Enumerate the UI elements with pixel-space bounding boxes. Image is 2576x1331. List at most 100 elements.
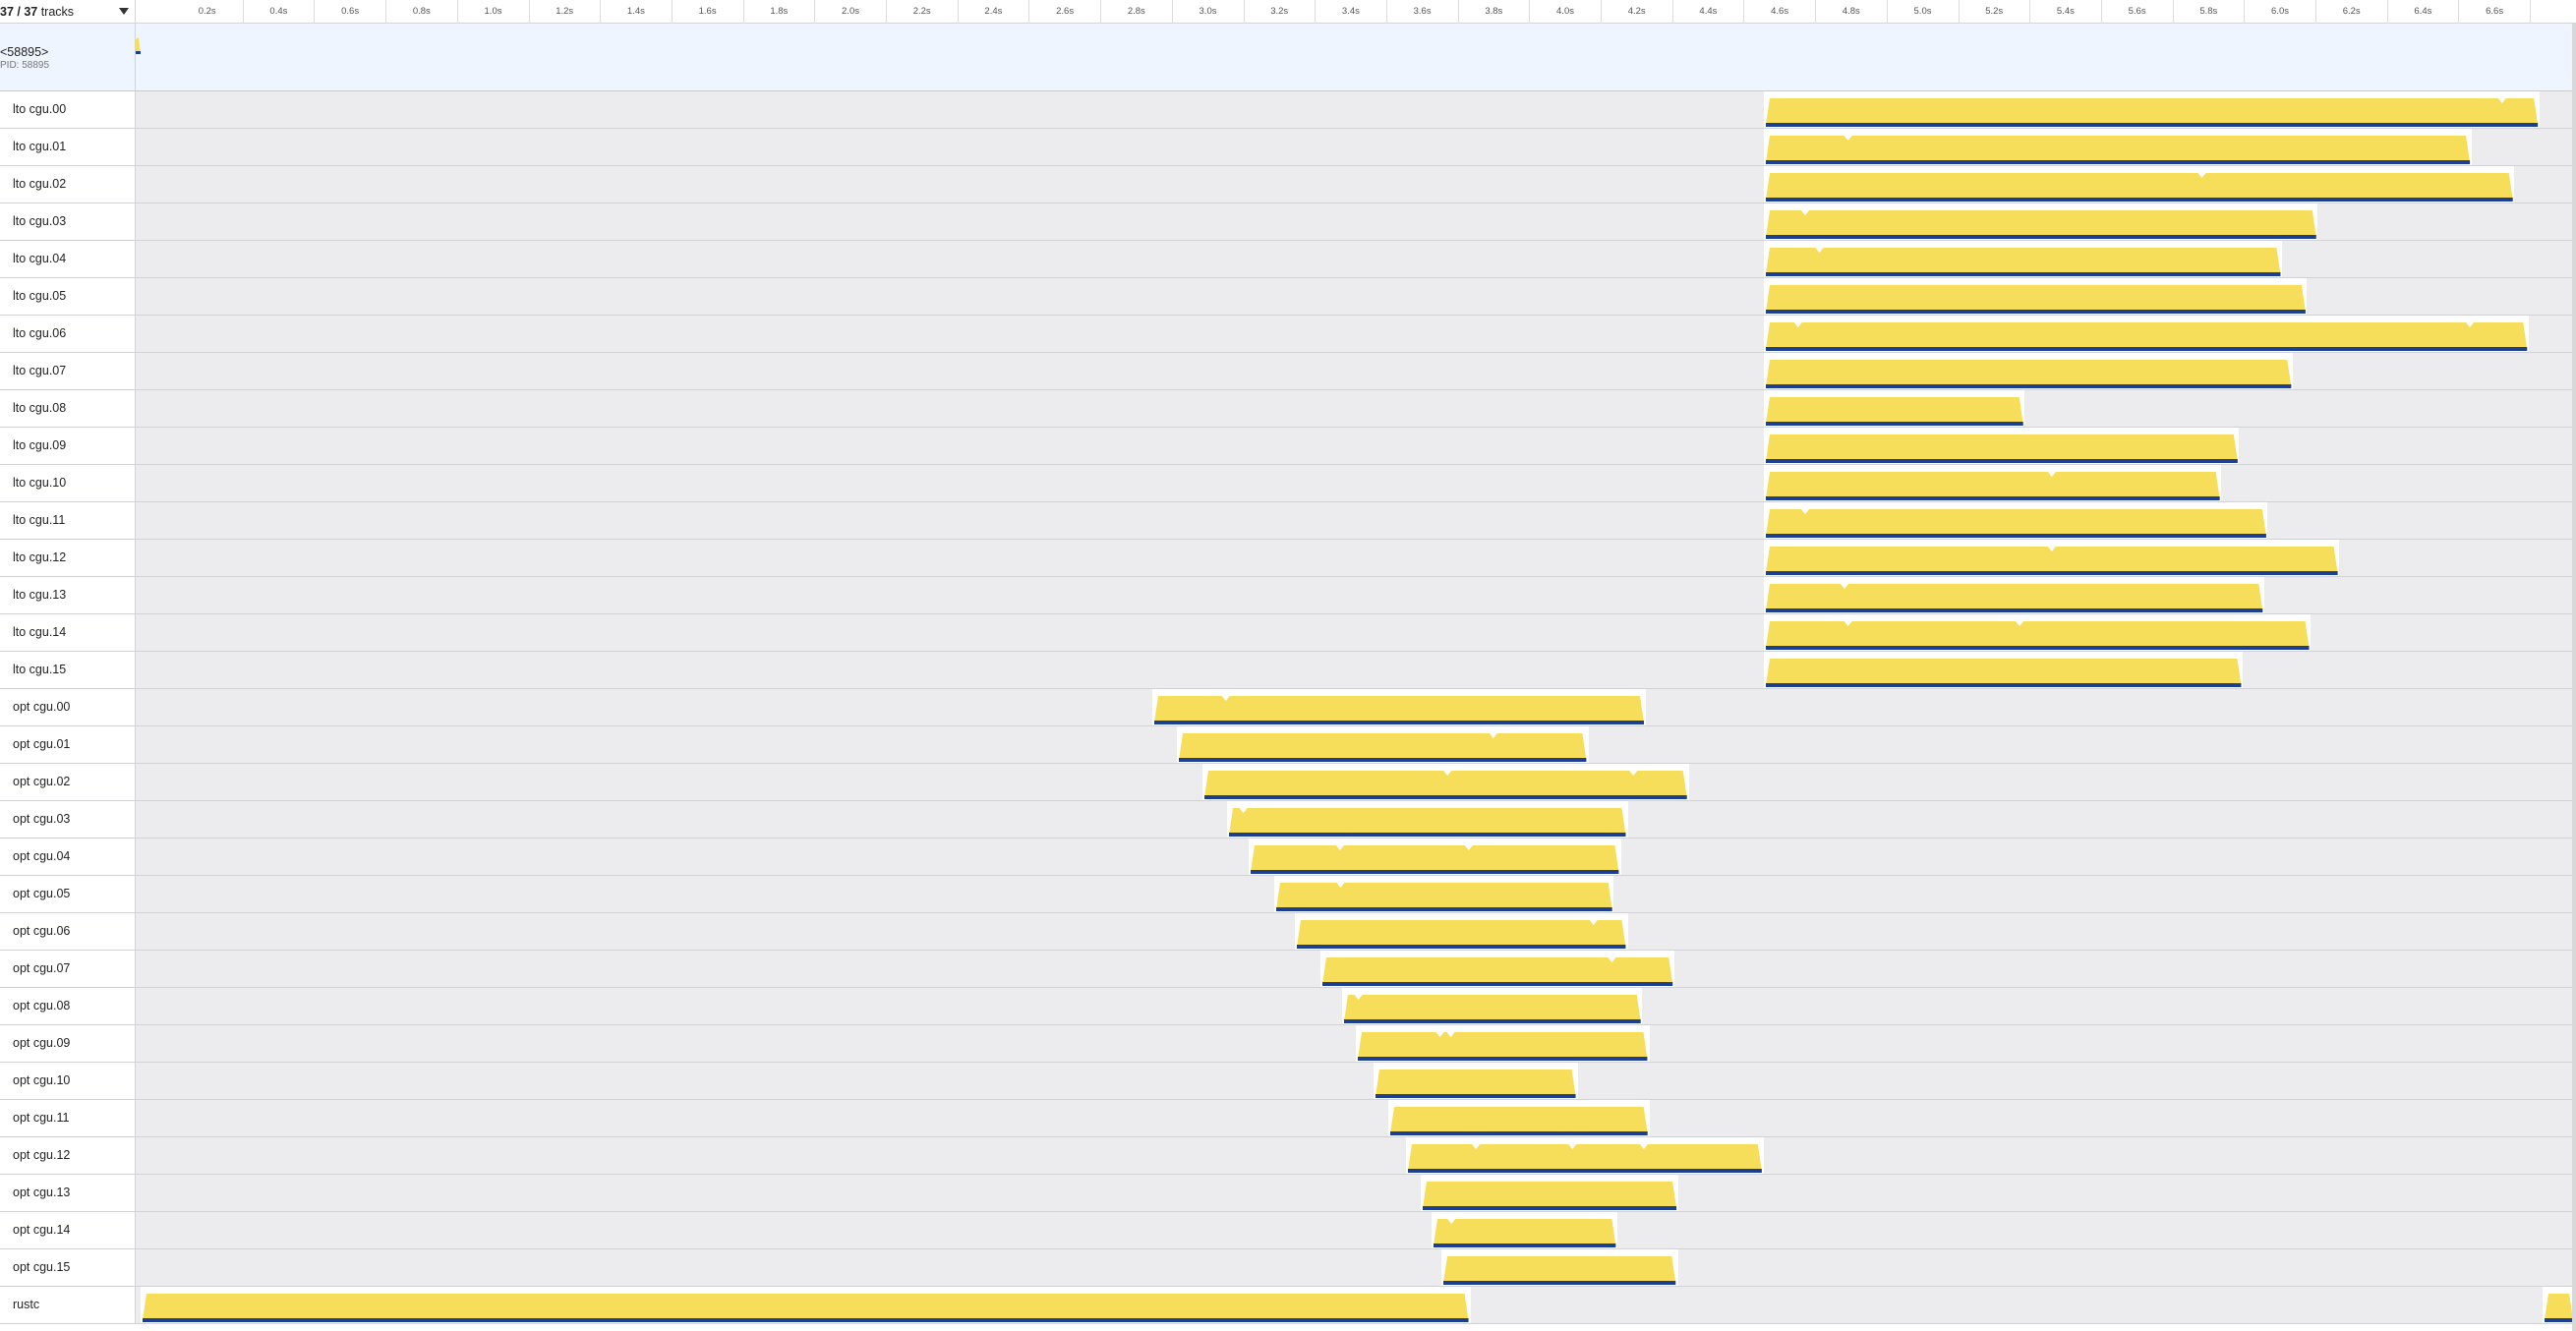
track-lane[interactable] bbox=[136, 502, 2576, 539]
track-row[interactable]: rustc bbox=[0, 1287, 2576, 1324]
track-label[interactable]: opt cgu.03 bbox=[0, 801, 136, 838]
track-lane[interactable] bbox=[136, 951, 2576, 987]
track-label[interactable]: lto cgu.03 bbox=[0, 203, 136, 240]
track-slice[interactable] bbox=[1420, 1175, 1678, 1211]
track-row[interactable]: lto cgu.12 bbox=[0, 540, 2576, 577]
track-lane[interactable] bbox=[136, 913, 2576, 950]
track-row[interactable]: lto cgu.04 bbox=[0, 241, 2576, 278]
track-label[interactable]: lto cgu.08 bbox=[0, 390, 136, 427]
scrollbar[interactable] bbox=[2572, 24, 2576, 1331]
track-row[interactable]: lto cgu.03 bbox=[0, 203, 2576, 241]
track-label[interactable]: opt cgu.15 bbox=[0, 1249, 136, 1286]
track-slice[interactable] bbox=[1763, 428, 2240, 464]
track-slice[interactable] bbox=[1319, 951, 1675, 987]
track-lane[interactable] bbox=[136, 1025, 2576, 1062]
track-slice[interactable] bbox=[1763, 465, 2222, 501]
track-slice[interactable] bbox=[1151, 689, 1646, 725]
track-lane[interactable] bbox=[136, 876, 2576, 912]
track-row[interactable]: lto cgu.05 bbox=[0, 278, 2576, 316]
track-label[interactable]: opt cgu.02 bbox=[0, 764, 136, 800]
track-label[interactable]: lto cgu.10 bbox=[0, 465, 136, 501]
track-row[interactable]: opt cgu.08 bbox=[0, 988, 2576, 1025]
track-row[interactable]: opt cgu.12 bbox=[0, 1137, 2576, 1175]
track-lane[interactable] bbox=[136, 1249, 2576, 1286]
track-slice[interactable] bbox=[1763, 390, 2025, 427]
track-slice[interactable] bbox=[1356, 1025, 1650, 1062]
track-row[interactable]: lto cgu.01 bbox=[0, 129, 2576, 166]
track-slice[interactable] bbox=[1441, 1249, 1678, 1286]
track-slice[interactable] bbox=[1763, 166, 2515, 203]
track-label[interactable]: lto cgu.15 bbox=[0, 652, 136, 688]
track-row[interactable]: opt cgu.09 bbox=[0, 1025, 2576, 1063]
track-slice[interactable] bbox=[1227, 801, 1628, 838]
track-lane[interactable] bbox=[136, 764, 2576, 800]
track-lane[interactable] bbox=[136, 1287, 2576, 1323]
track-row[interactable]: opt cgu.14 bbox=[0, 1212, 2576, 1249]
track-slice[interactable] bbox=[1273, 876, 1614, 912]
track-slice[interactable] bbox=[1763, 502, 2268, 539]
track-lane[interactable] bbox=[136, 316, 2576, 352]
track-lane[interactable] bbox=[136, 1100, 2576, 1136]
track-lane[interactable] bbox=[136, 278, 2576, 315]
track-slice[interactable] bbox=[1763, 540, 2340, 576]
track-lane[interactable] bbox=[136, 652, 2576, 688]
track-label[interactable]: lto cgu.09 bbox=[0, 428, 136, 464]
track-row[interactable]: lto cgu.13 bbox=[0, 577, 2576, 614]
track-row[interactable]: opt cgu.03 bbox=[0, 801, 2576, 839]
track-slice[interactable] bbox=[1763, 241, 2282, 277]
track-label[interactable]: lto cgu.04 bbox=[0, 241, 136, 277]
track-lane[interactable] bbox=[136, 540, 2576, 576]
track-row[interactable]: opt cgu.11 bbox=[0, 1100, 2576, 1137]
track-row[interactable]: opt cgu.10 bbox=[0, 1063, 2576, 1100]
track-slice[interactable] bbox=[1763, 353, 2293, 389]
track-label[interactable]: opt cgu.12 bbox=[0, 1137, 136, 1174]
track-label[interactable]: opt cgu.10 bbox=[0, 1063, 136, 1099]
track-lane[interactable] bbox=[136, 801, 2576, 838]
track-lane[interactable] bbox=[136, 129, 2576, 165]
track-slice[interactable] bbox=[1763, 614, 2312, 651]
track-lane[interactable] bbox=[136, 614, 2576, 651]
track-label[interactable]: lto cgu.00 bbox=[0, 91, 136, 128]
track-label[interactable]: lto cgu.07 bbox=[0, 353, 136, 389]
track-lane[interactable] bbox=[136, 241, 2576, 277]
track-label[interactable]: opt cgu.13 bbox=[0, 1175, 136, 1211]
track-lane[interactable] bbox=[136, 839, 2576, 875]
track-slice[interactable] bbox=[1341, 988, 1643, 1024]
track-slice[interactable] bbox=[1763, 278, 2308, 315]
track-slice[interactable] bbox=[1406, 1137, 1764, 1174]
track-lane[interactable] bbox=[136, 1063, 2576, 1099]
track-label[interactable]: lto cgu.06 bbox=[0, 316, 136, 352]
track-label[interactable]: rustc bbox=[0, 1287, 136, 1323]
track-slice[interactable] bbox=[1763, 129, 2472, 165]
track-label[interactable]: lto cgu.14 bbox=[0, 614, 136, 651]
track-row[interactable]: lto cgu.02 bbox=[0, 166, 2576, 203]
track-row[interactable]: opt cgu.13 bbox=[0, 1175, 2576, 1212]
track-lane[interactable] bbox=[136, 577, 2576, 613]
track-slice[interactable] bbox=[1763, 203, 2318, 240]
track-label[interactable]: lto cgu.11 bbox=[0, 502, 136, 539]
track-row[interactable]: opt cgu.04 bbox=[0, 839, 2576, 876]
track-row[interactable]: lto cgu.09 bbox=[0, 428, 2576, 465]
track-row[interactable]: opt cgu.15 bbox=[0, 1249, 2576, 1287]
track-label[interactable]: lto cgu.05 bbox=[0, 278, 136, 315]
track-slice[interactable] bbox=[1763, 316, 2529, 352]
track-label[interactable]: opt cgu.11 bbox=[0, 1100, 136, 1136]
process-label[interactable]: <58895> PID: 58895 bbox=[0, 24, 136, 90]
track-row[interactable]: lto cgu.08 bbox=[0, 390, 2576, 428]
track-label[interactable]: lto cgu.13 bbox=[0, 577, 136, 613]
track-label[interactable]: opt cgu.09 bbox=[0, 1025, 136, 1062]
track-slice[interactable] bbox=[2542, 1287, 2576, 1323]
track-label[interactable]: opt cgu.05 bbox=[0, 876, 136, 912]
track-row[interactable]: opt cgu.06 bbox=[0, 913, 2576, 951]
track-label[interactable]: lto cgu.12 bbox=[0, 540, 136, 576]
track-slice[interactable] bbox=[1374, 1063, 1578, 1099]
track-row[interactable]: opt cgu.07 bbox=[0, 951, 2576, 988]
track-lane[interactable] bbox=[136, 428, 2576, 464]
track-slice[interactable] bbox=[141, 1287, 1471, 1323]
track-count-selector[interactable]: 37 / 37 tracks bbox=[0, 0, 136, 24]
track-label[interactable]: lto cgu.01 bbox=[0, 129, 136, 165]
track-row[interactable]: lto cgu.00 bbox=[0, 91, 2576, 129]
track-lane[interactable] bbox=[136, 726, 2576, 763]
track-lane[interactable] bbox=[136, 988, 2576, 1024]
track-row[interactable]: lto cgu.07 bbox=[0, 353, 2576, 390]
